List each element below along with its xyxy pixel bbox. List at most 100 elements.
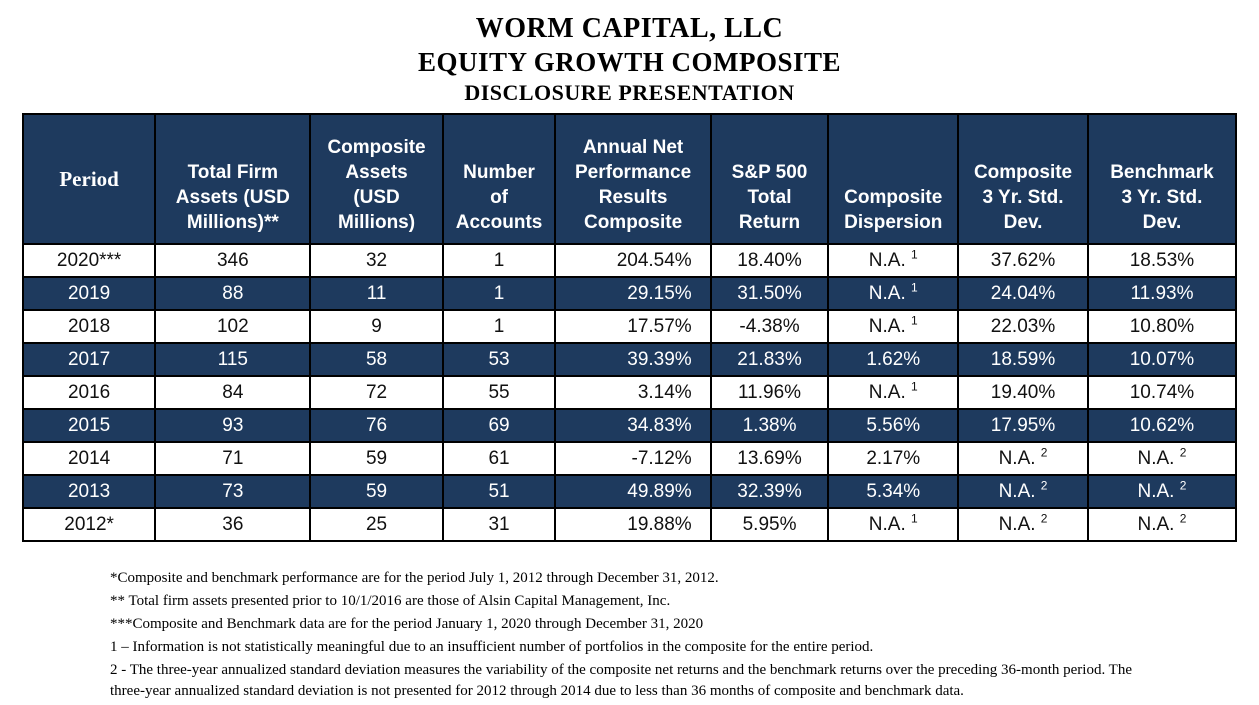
value-cell: 93 (154, 408, 312, 443)
table-body: 2020*** 346 32 1 204.54% 18.40% N.A. 1 37.62% 18… (21, 243, 1238, 542)
value-cell: 55 (441, 375, 557, 410)
footnotes: *Composite and benchmark performance are… (110, 568, 1155, 702)
value-cell: 29.15% (554, 276, 712, 311)
value-cell: 59 (309, 474, 444, 509)
value-cell: 36 (154, 507, 312, 542)
column-header: Number of Accounts (441, 113, 557, 245)
footnote: *Composite and benchmark performance are… (110, 570, 719, 586)
value-cell: 32.39% (709, 474, 830, 509)
value-cell: 39.39% (554, 342, 712, 377)
footnote-marker: 2 (1179, 478, 1187, 493)
value-cell: 18.59% (957, 342, 1089, 377)
value-cell: 11.96% (709, 375, 830, 410)
value-cell: 37.62% (957, 243, 1089, 278)
value-cell: 1.62% (827, 342, 960, 377)
value-cell: 10.80% (1086, 309, 1238, 344)
value-cell: 73 (154, 474, 312, 509)
table-row: 2016 84 72 55 3.14% 11.96% N.A. 1 19.40% 10.74% (21, 375, 1238, 410)
footnote-marker: 1 (911, 511, 918, 526)
footnote-marker: 1 (911, 280, 918, 295)
table-row: 2017 115 58 53 39.39% 21.83% 1.62% 18.59% 10.07% (21, 342, 1238, 377)
table-row: 2020*** 346 32 1 204.54% 18.40% N.A. 1 37.62% 18… (21, 243, 1238, 278)
value-cell: 9 (309, 309, 444, 344)
value-cell: 32 (309, 243, 444, 278)
column-header: Composite 3 Yr. Std. Dev. (957, 113, 1089, 245)
title-disclosure: DISCLOSURE PRESENTATION (464, 80, 795, 105)
period-cell: 2013 (21, 474, 157, 509)
value-cell: 17.57% (554, 309, 712, 344)
column-header: Benchmark 3 Yr. Std. Dev. (1086, 113, 1238, 245)
value-cell: N.A. 2 (1086, 507, 1238, 542)
value-cell: -7.12% (554, 441, 712, 476)
footnote: ** Total firm assets presented prior to … (110, 593, 671, 609)
value-cell: 25 (309, 507, 444, 542)
value-cell: 11.93% (1086, 276, 1238, 311)
value-cell: 31 (441, 507, 557, 542)
value-cell: 34.83% (554, 408, 712, 443)
value-cell: -4.38% (709, 309, 830, 344)
value-cell: 49.89% (554, 474, 712, 509)
value-cell: 10.74% (1086, 375, 1238, 410)
table-row: 2015 93 76 69 34.83% 1.38% 5.56% 17.95% 10.62% (21, 408, 1238, 443)
value-cell: N.A. 2 (957, 441, 1089, 476)
value-cell: 5.56% (827, 408, 960, 443)
value-cell: 21.83% (709, 342, 830, 377)
value-cell: 71 (154, 441, 312, 476)
table-row: 2014 71 59 61 -7.12% 13.69% 2.17% N.A. 2 N.A. 2 (21, 441, 1238, 476)
period-cell: 2019 (21, 276, 157, 311)
value-cell: 11 (309, 276, 444, 311)
value-cell: 22.03% (957, 309, 1089, 344)
table-row: 2012* 36 25 31 19.88% 5.95% N.A. 1 N.A. 2 N.A. 2 (21, 507, 1238, 542)
value-cell: 19.40% (957, 375, 1089, 410)
value-cell: 5.95% (709, 507, 830, 542)
value-cell: 13.69% (709, 441, 830, 476)
document-title: WORM CAPITAL, LLC EQUITY GROWTH COMPOSIT… (0, 0, 1259, 107)
title-composite: EQUITY GROWTH COMPOSITE (417, 47, 842, 77)
value-cell: 102 (154, 309, 312, 344)
value-cell: 1 (441, 276, 557, 311)
value-cell: 346 (154, 243, 312, 278)
value-cell: 19.88% (554, 507, 712, 542)
footnote: 1 – Information is not statistically mea… (110, 639, 874, 655)
period-cell: 2018 (21, 309, 157, 344)
footnote: ***Composite and Benchmark data are for … (110, 616, 704, 632)
footnote: 2 - The three-year annualized standard d… (110, 662, 1132, 699)
footnote-marker: 2 (1179, 445, 1187, 460)
value-cell: 76 (309, 408, 444, 443)
footnote-marker: 1 (911, 313, 918, 328)
value-cell: 69 (441, 408, 557, 443)
value-cell: 72 (309, 375, 444, 410)
value-cell: 5.34% (827, 474, 960, 509)
value-cell: N.A. 1 (827, 243, 960, 278)
title-company: WORM CAPITAL, LLC (475, 13, 784, 44)
period-cell: 2012* (21, 507, 157, 542)
value-cell: 58 (309, 342, 444, 377)
table-row: 2019 88 11 1 29.15% 31.50% N.A. 1 24.04% 11.93% (21, 276, 1238, 311)
value-cell: N.A. 2 (1086, 441, 1238, 476)
value-cell: N.A. 2 (957, 507, 1089, 542)
footnote-marker: 2 (1040, 478, 1048, 493)
value-cell: 59 (309, 441, 444, 476)
period-cell: 2015 (21, 408, 157, 443)
value-cell: 115 (154, 342, 312, 377)
table-row: 2013 73 59 51 49.89% 32.39% 5.34% N.A. 2 N.A. 2 (21, 474, 1238, 509)
value-cell: 84 (154, 375, 312, 410)
value-cell: N.A. 2 (1086, 474, 1238, 509)
period-cell: 2017 (21, 342, 157, 377)
value-cell: 1 (441, 243, 557, 278)
footnote-marker: 1 (911, 379, 918, 394)
value-cell: N.A. 1 (827, 375, 960, 410)
period-cell: 2014 (21, 441, 157, 476)
value-cell: N.A. 1 (827, 507, 960, 542)
value-cell: 3.14% (554, 375, 712, 410)
value-cell: 53 (441, 342, 557, 377)
value-cell: 31.50% (709, 276, 830, 311)
value-cell: 24.04% (957, 276, 1089, 311)
value-cell: 204.54% (554, 243, 712, 278)
column-header: Total Firm Assets (USD Millions)** (154, 113, 312, 245)
value-cell: 10.07% (1086, 342, 1238, 377)
period-cell: 2020*** (21, 243, 157, 278)
column-header: Period (21, 113, 157, 245)
footnote-marker: 1 (911, 247, 918, 262)
value-cell: N.A. 1 (827, 276, 960, 311)
